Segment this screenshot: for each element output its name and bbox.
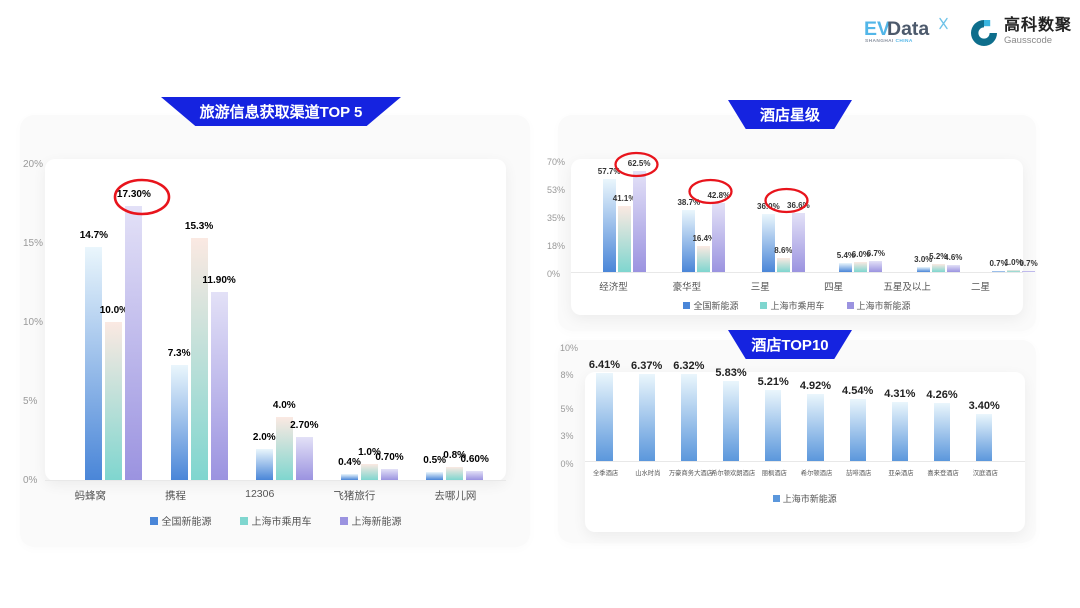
svg-text:Data: Data — [887, 18, 929, 40]
svg-text:SHANGHAI CHINA: SHANGHAI CHINA — [865, 38, 913, 44]
